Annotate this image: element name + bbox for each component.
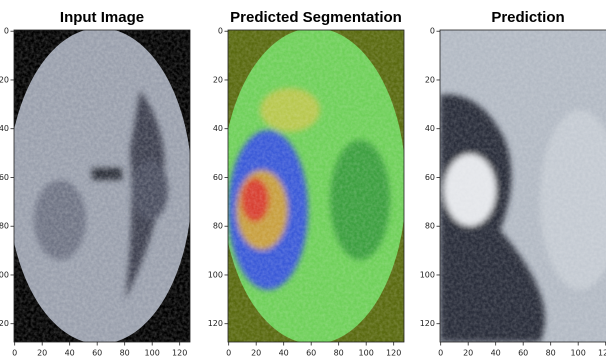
x-tick-label: 40 xyxy=(65,349,75,358)
x-tick-label: 80 xyxy=(334,349,344,358)
x-tick-label: 20 xyxy=(463,349,473,358)
y-tick-label: 20 xyxy=(213,75,223,84)
y-tick-label: 120 xyxy=(0,319,9,328)
x-tick-label: 40 xyxy=(279,349,289,358)
chart-title: Input Image xyxy=(60,9,144,26)
y-tick-label: 40 xyxy=(425,124,435,133)
y-tick-label: 120 xyxy=(420,319,435,328)
x-tick-label: 60 xyxy=(306,349,316,358)
prediction-image xyxy=(440,30,606,342)
input-image xyxy=(8,28,192,344)
x-tick-label: 20 xyxy=(37,349,47,358)
y-tick-label: 0 xyxy=(4,27,9,36)
y-tick-label: 60 xyxy=(213,173,223,182)
y-tick-label: 20 xyxy=(0,75,9,84)
segmentation-image xyxy=(222,28,406,344)
x-tick-label: 80 xyxy=(546,349,556,358)
chart-title: Predicted Segmentation xyxy=(230,9,402,26)
y-tick-label: 120 xyxy=(208,319,223,328)
y-tick-label: 0 xyxy=(218,27,223,36)
x-tick-label: 100 xyxy=(145,349,160,358)
y-tick-label: 0 xyxy=(430,27,435,36)
y-tick-label: 80 xyxy=(213,222,223,231)
y-tick-label: 100 xyxy=(208,270,223,279)
y-tick-label: 40 xyxy=(0,124,9,133)
y-tick-label: 80 xyxy=(425,222,435,231)
figure: Input Image 0 20 40 60 80 100 120 0 20 40 60 80 100 12… xyxy=(0,0,606,362)
x-tick-label: 100 xyxy=(571,349,586,358)
chart-title: Prediction xyxy=(491,9,564,26)
y-tick-label: 100 xyxy=(0,270,9,279)
x-tick-label: 120 xyxy=(172,349,187,358)
y-tick-label: 80 xyxy=(0,222,9,231)
x-tick-label: 60 xyxy=(92,349,102,358)
x-tick-label: 0 xyxy=(226,349,231,358)
y-tick-label: 100 xyxy=(420,270,435,279)
x-tick-label: 60 xyxy=(518,349,528,358)
y-tick-label: 20 xyxy=(425,75,435,84)
y-tick-label: 40 xyxy=(213,124,223,133)
x-tick-label: 120 xyxy=(386,349,401,358)
x-tick-label: 0 xyxy=(438,349,443,358)
x-tick-label: 100 xyxy=(359,349,374,358)
x-tick-label: 20 xyxy=(251,349,261,358)
y-tick-label: 60 xyxy=(0,173,9,182)
y-tick-label: 60 xyxy=(425,173,435,182)
x-tick-label: 40 xyxy=(491,349,501,358)
x-tick-label: 0 xyxy=(12,349,17,358)
x-tick-label: 120 xyxy=(598,349,606,358)
x-tick-label: 80 xyxy=(120,349,130,358)
